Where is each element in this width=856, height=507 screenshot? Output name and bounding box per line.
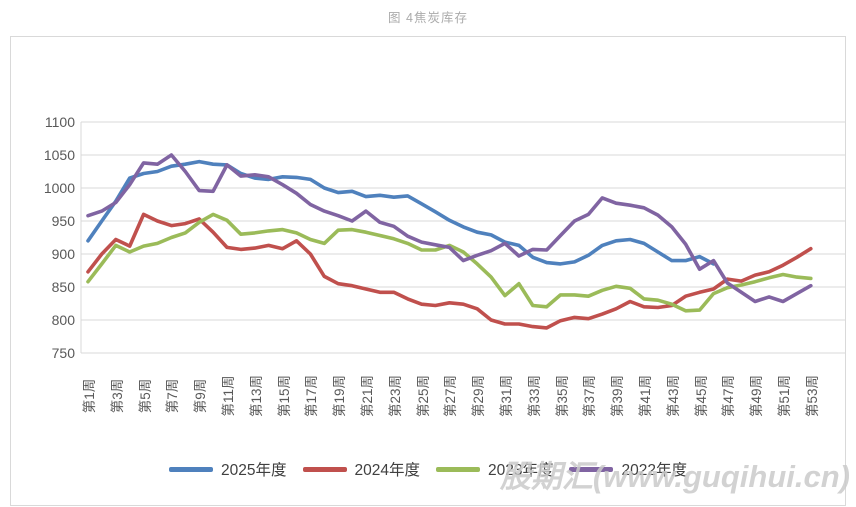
x-axis-tick-label: 第51周 xyxy=(776,374,792,418)
x-axis-tick-label: 第41周 xyxy=(637,374,653,418)
x-axis-tick-label: 第29周 xyxy=(471,374,487,418)
x-axis-tick-label: 第19周 xyxy=(332,374,348,418)
x-axis-tick-label: 第45周 xyxy=(693,374,709,418)
y-axis-tick-label: 1100 xyxy=(44,114,75,130)
y-axis-tick-label: 900 xyxy=(51,246,75,262)
chart-frame xyxy=(10,36,846,506)
legend-label: 2022年度 xyxy=(621,462,687,479)
chart-legend: 2025年度 2024年度 2023年度 2022年度 xyxy=(0,458,856,480)
x-axis-tick-label: 第21周 xyxy=(359,374,375,418)
x-axis-tick-label: 第13周 xyxy=(248,374,264,418)
series-line-2025年度 xyxy=(86,159,716,266)
legend-item-2022年度: 2022年度 xyxy=(569,458,687,480)
x-axis-tick-label: 第47周 xyxy=(721,374,737,418)
x-axis-tick-label: 第53周 xyxy=(804,374,820,418)
x-axis-tick-label: 第3周 xyxy=(109,378,125,414)
y-axis-tick-label: 950 xyxy=(51,213,75,229)
x-axis-tick-label: 第17周 xyxy=(304,374,320,418)
x-axis-tick-label: 第15周 xyxy=(276,374,292,418)
series-line-2024年度 xyxy=(86,212,813,330)
x-axis-tick-label: 第5周 xyxy=(137,378,153,414)
legend-line-swatch xyxy=(569,466,614,472)
x-axis-tick-label: 第43周 xyxy=(665,374,681,418)
legend-item-2023年度: 2023年度 xyxy=(436,458,553,480)
x-axis-tick-label: 第27周 xyxy=(443,374,459,418)
x-axis-tick-label: 第31周 xyxy=(498,374,514,418)
legend-label: 2025年度 xyxy=(221,462,287,479)
series-line-2022年度 xyxy=(86,153,813,304)
legend-line-swatch xyxy=(169,466,214,472)
y-axis-tick-label: 800 xyxy=(51,312,75,328)
x-axis-tick-label: 第9周 xyxy=(193,378,209,414)
x-axis-tick-label: 第33周 xyxy=(526,374,542,418)
legend-line-swatch xyxy=(302,466,347,472)
x-axis-tick-label: 第1周 xyxy=(81,378,97,414)
legend-line-swatch xyxy=(436,466,480,472)
y-axis-tick-label: 1050 xyxy=(43,147,75,163)
y-axis-tick-label: 1000 xyxy=(43,180,75,196)
legend-label: 2023年度 xyxy=(488,462,554,479)
chart-title: 图 4焦炭库存 xyxy=(388,11,468,25)
y-axis-tick-label: 750 xyxy=(51,345,75,361)
legend-item-2025年度: 2025年度 xyxy=(169,458,287,480)
y-axis-tick-label: 850 xyxy=(51,279,75,295)
x-axis-tick-label: 第25周 xyxy=(415,374,431,418)
x-axis-tick-label: 第49周 xyxy=(749,374,765,418)
x-axis-tick-label: 第23周 xyxy=(387,374,403,418)
x-axis-tick-label: 第39周 xyxy=(610,374,626,418)
x-axis-tick-label: 第37周 xyxy=(582,374,598,418)
x-axis-tick-label: 第35周 xyxy=(554,374,570,418)
legend-item-2024年度: 2024年度 xyxy=(302,458,420,480)
legend-label: 2024年度 xyxy=(354,462,420,479)
x-axis-tick-label: 第11周 xyxy=(220,375,236,417)
series-line-2023年度 xyxy=(86,212,813,313)
x-axis-tick-label: 第7周 xyxy=(165,378,181,414)
